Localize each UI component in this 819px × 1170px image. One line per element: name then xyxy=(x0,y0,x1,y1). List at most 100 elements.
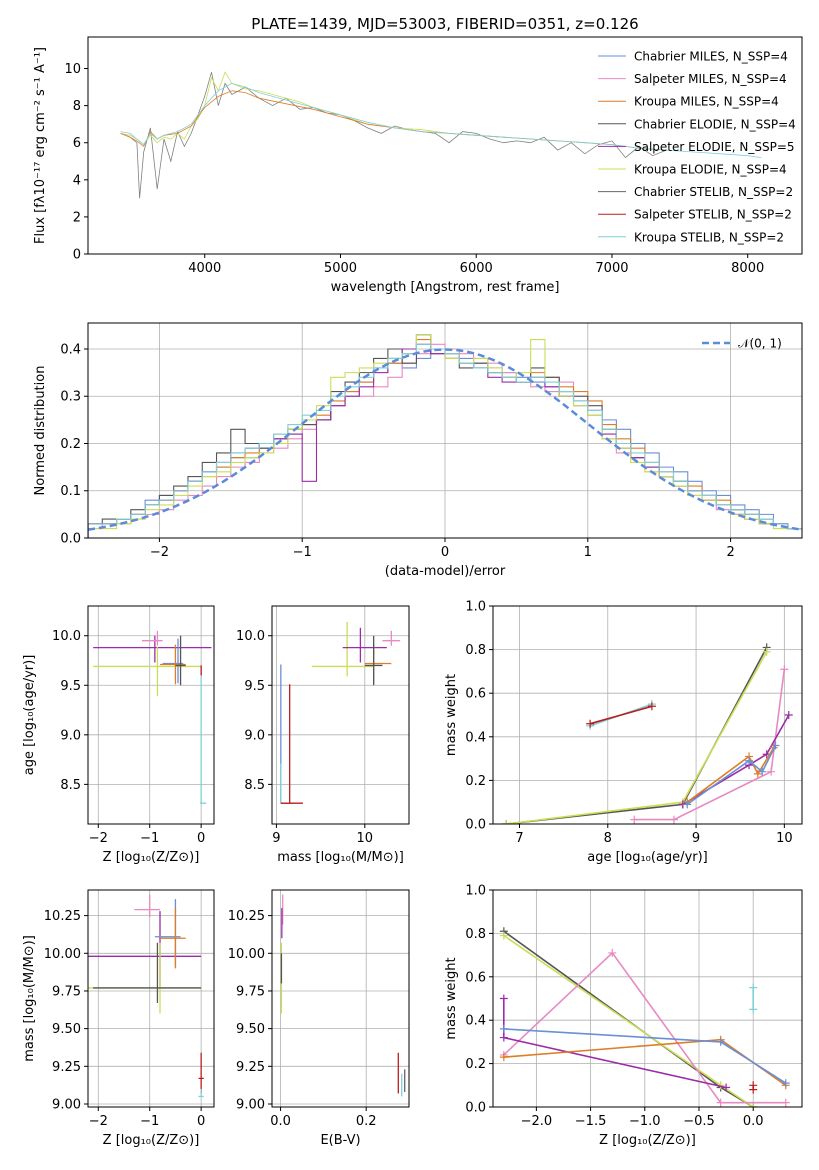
x-tick-label: −1.0 xyxy=(629,1114,661,1129)
x-tick-label: 8000 xyxy=(731,261,764,276)
y-tick-label: 9.0 xyxy=(244,728,265,743)
data-point xyxy=(499,1053,508,1062)
y-tick-label: 9.75 xyxy=(236,984,265,999)
data-point xyxy=(784,711,793,719)
axes-frame xyxy=(87,605,215,825)
data-point xyxy=(499,1033,508,1042)
data-point xyxy=(749,1103,758,1107)
x-tick-label: 0 xyxy=(197,831,205,846)
y-tick-label: 4 xyxy=(73,173,81,188)
y-tick-label: 0.2 xyxy=(465,1057,486,1072)
y-tick-label: 6 xyxy=(73,136,81,151)
y-tick-label: 0.3 xyxy=(60,390,81,405)
x-axis-label: wavelength [Angstrom, rest frame] xyxy=(331,280,560,295)
plot-area-mass-weight-vs-age xyxy=(502,643,793,824)
x-tick-label: 10 xyxy=(776,831,793,846)
data-point xyxy=(762,647,771,656)
y-tick-label: 0.0 xyxy=(465,818,486,833)
y-axis-label: age [log₁₀(age/yr)] xyxy=(22,655,37,776)
axes-frame xyxy=(87,889,215,1108)
y-tick-label: 9.5 xyxy=(60,679,81,694)
data-point xyxy=(499,1024,508,1033)
y-tick-label: 10.25 xyxy=(228,909,265,924)
axes-frame xyxy=(271,605,410,825)
series-line xyxy=(589,705,653,725)
data-point xyxy=(716,1098,725,1107)
y-tick-label: 0.1 xyxy=(60,484,81,499)
axes-frame xyxy=(492,889,803,1108)
x-tick-label: 2 xyxy=(726,545,734,560)
data-point xyxy=(780,665,789,674)
x-tick-label: −0.5 xyxy=(683,1114,715,1129)
data-point xyxy=(767,767,776,776)
y-tick-label: 0 xyxy=(73,248,81,263)
y-tick-label: 0.2 xyxy=(60,437,81,452)
x-tick-label: 0.2 xyxy=(356,1114,377,1129)
y-tick-label: 1.0 xyxy=(465,600,486,615)
chart-residual-hist: −2 −1 0 1 2 0.0 0.1 0.2 0.3 0.4 (data-model)/error… xyxy=(33,322,803,579)
plot-area-age-vs-mass xyxy=(280,621,401,804)
y-tick-label: 10.00 xyxy=(44,947,81,962)
data-point xyxy=(716,1037,725,1046)
x-tick-label: −1 xyxy=(293,545,312,560)
y-tick-label: 2 xyxy=(73,210,81,225)
y-tick-label: 1.0 xyxy=(465,884,486,899)
x-axis-label: (data-model)/error xyxy=(385,564,506,579)
chart-mass-weight-vs-z: −2.0 −1.5 −1.0 −0.5 0.0 0.0 0.2 0.4 0.6 0.8 1.0 Z [… xyxy=(444,884,803,1148)
x-tick-label: −2 xyxy=(89,831,108,846)
y-tick-label: 10.00 xyxy=(228,947,265,962)
data-point xyxy=(586,719,595,728)
x-axis-label: mass [log₁₀(M/M⊙)] xyxy=(277,850,404,865)
x-tick-label: 0.0 xyxy=(270,1114,291,1129)
chart-age-vs-z: −2 −1 0 8.5 9.0 9.5 10.0 Z [log₁₀(Z/Z⊙)] age [lo… xyxy=(22,605,215,865)
x-tick-label: 1 xyxy=(584,545,592,560)
legend-entry: Chabrier ELODIE, N_SSP=4 xyxy=(634,117,796,131)
data-point xyxy=(499,994,508,1003)
y-tick-label: 9.0 xyxy=(60,728,81,743)
x-axis-label: age [log₁₀(age/yr)] xyxy=(587,850,708,865)
data-point xyxy=(647,702,656,711)
legend-entry: Kroupa MILES, N_SSP=4 xyxy=(634,95,779,109)
x-axis-label: Z [log₁₀(Z/Z⊙)] xyxy=(103,1133,200,1148)
series-line xyxy=(634,669,786,821)
legend-entry: Salpeter MILES, N_SSP=4 xyxy=(634,72,787,86)
axes-frame xyxy=(492,605,803,825)
x-tick-label: 9 xyxy=(692,831,700,846)
y-tick-label: 10 xyxy=(64,62,81,77)
series-line xyxy=(120,72,667,199)
x-tick-label: 0.0 xyxy=(743,1114,764,1129)
y-tick-label: 10.25 xyxy=(44,909,81,924)
legend-entry: Kroupa STELIB, N_SSP=2 xyxy=(634,230,784,244)
legend-entry: Salpeter STELIB, N_SSP=2 xyxy=(634,208,792,222)
data-point xyxy=(758,767,767,776)
series-line xyxy=(120,82,762,158)
axes-frame xyxy=(271,889,410,1108)
series-line xyxy=(506,651,768,824)
y-tick-label: 0.0 xyxy=(60,532,81,547)
y-tick-label: 0.0 xyxy=(465,1101,486,1116)
y-tick-label: 0.6 xyxy=(465,970,486,985)
x-tick-label: 5000 xyxy=(324,261,357,276)
y-tick-label: 0.4 xyxy=(60,342,81,357)
x-axis-label: E(B-V) xyxy=(320,1133,360,1148)
data-point xyxy=(749,1081,758,1090)
y-tick-label: 9.25 xyxy=(52,1060,81,1075)
legend-entry: Salpeter ELODIE, N_SSP=5 xyxy=(634,140,795,154)
y-axis-label: Normed distribution xyxy=(33,366,48,496)
y-tick-label: 8 xyxy=(73,99,81,114)
y-tick-label: 8.5 xyxy=(60,778,81,793)
data-point xyxy=(499,931,508,940)
legend-entry: Chabrier STELIB, N_SSP=2 xyxy=(634,185,793,199)
x-tick-label: −1 xyxy=(140,831,159,846)
y-tick-label: 0.4 xyxy=(465,1014,486,1029)
data-point xyxy=(749,1005,758,1014)
y-axis-label: mass weight xyxy=(444,957,459,1039)
data-point xyxy=(669,815,678,824)
y-tick-label: 9.50 xyxy=(236,1022,265,1037)
x-tick-label: −2.0 xyxy=(521,1114,553,1129)
series-line xyxy=(503,934,754,1107)
x-tick-label: 8 xyxy=(604,831,612,846)
chart-age-vs-mass: 9 10 8.5 9.0 9.5 10.0 mass [log₁₀(M/M⊙)] xyxy=(236,605,410,865)
